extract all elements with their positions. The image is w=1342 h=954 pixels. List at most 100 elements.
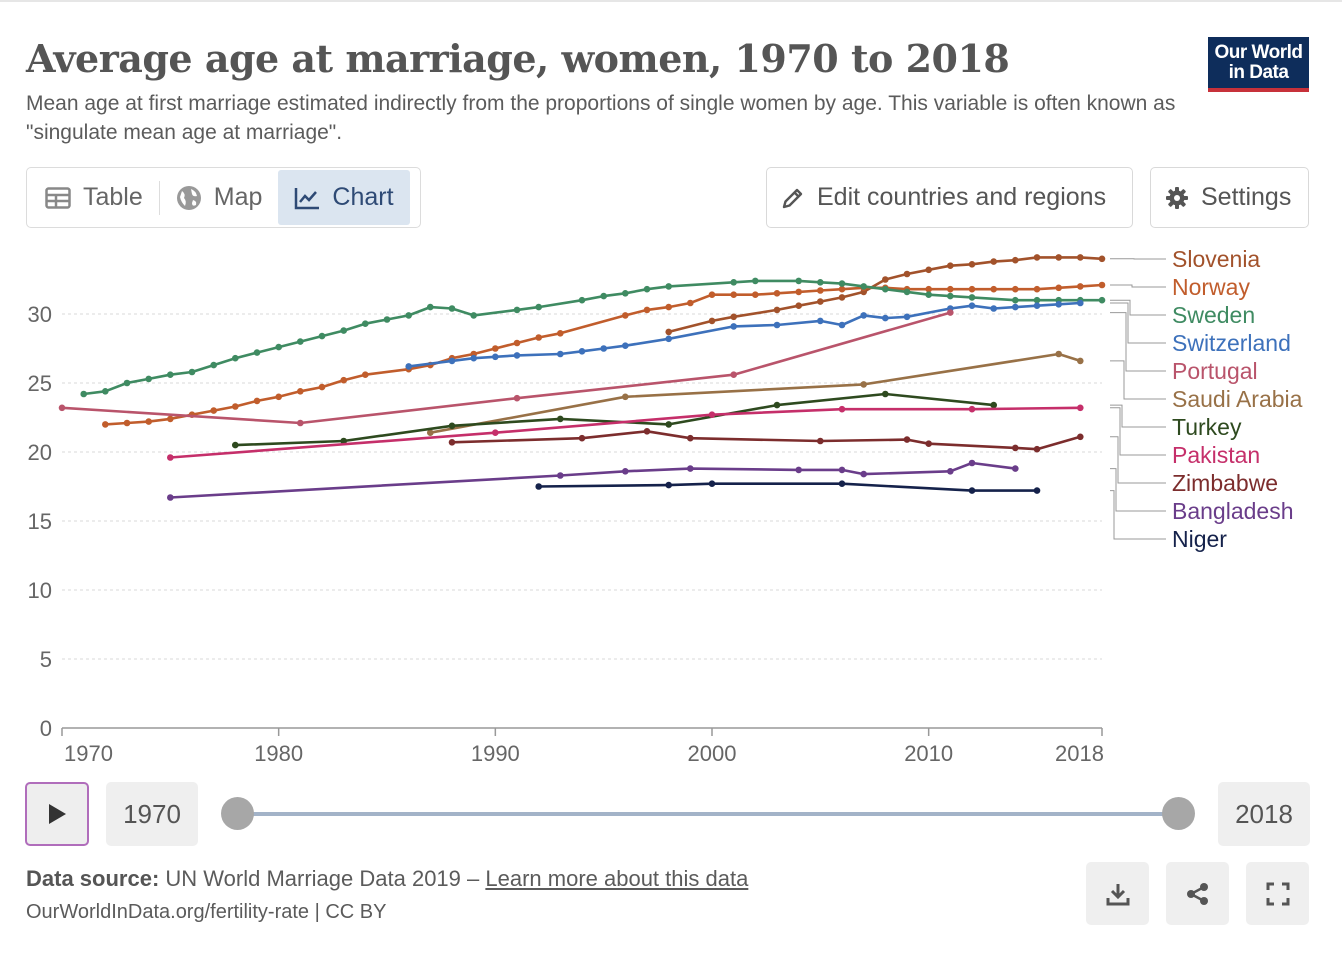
data-point <box>947 262 954 270</box>
data-point <box>448 422 456 430</box>
data-point <box>860 312 867 319</box>
data-point <box>1055 254 1062 261</box>
legend-connector <box>1110 404 1166 428</box>
data-point <box>578 434 586 442</box>
data-point <box>1077 433 1084 441</box>
data-point <box>990 285 997 293</box>
fullscreen-icon <box>1266 882 1289 905</box>
data-point <box>687 434 694 442</box>
data-point <box>708 480 716 488</box>
x-tick-label: 1990 <box>471 741 520 766</box>
owid-logo[interactable]: Our World in Data <box>1208 37 1309 92</box>
series-line-bangladesh <box>170 461 1016 499</box>
data-point <box>1033 254 1041 261</box>
settings-button[interactable]: Settings <box>1150 167 1309 228</box>
data-point <box>600 345 607 352</box>
download-button[interactable] <box>1086 862 1149 925</box>
data-point <box>838 321 846 329</box>
data-point <box>860 381 867 388</box>
data-point <box>838 280 846 287</box>
timeline-end-handle[interactable] <box>1162 797 1195 830</box>
data-point <box>795 277 802 285</box>
data-point <box>80 390 87 398</box>
data-point <box>925 291 932 299</box>
tab-table-label: Table <box>83 183 143 211</box>
data-point <box>123 379 131 387</box>
data-point <box>1077 283 1084 290</box>
data-point <box>557 350 564 358</box>
series-line-switzerland <box>408 301 1081 368</box>
pencil-icon <box>782 188 803 208</box>
line-chart-icon <box>295 187 320 209</box>
page-subtitle: Mean age at first marriage estimated ind… <box>26 92 1176 144</box>
data-point <box>232 441 239 449</box>
data-point <box>557 330 564 337</box>
data-point <box>318 332 326 340</box>
data-point <box>58 404 66 412</box>
series-line-norway <box>105 283 1103 426</box>
data-point <box>600 292 607 300</box>
data-point <box>925 266 932 274</box>
data-point <box>643 306 651 314</box>
data-point <box>232 354 239 362</box>
legend-connector <box>1110 312 1166 372</box>
learn-more-link[interactable]: Learn more about this data <box>485 866 749 891</box>
data-point <box>708 291 716 299</box>
legend-connector <box>1110 284 1166 288</box>
data-point <box>1033 296 1041 304</box>
data-point <box>167 371 174 379</box>
legend-label: Switzerland <box>1172 330 1291 356</box>
data-point <box>903 313 911 321</box>
data-point <box>340 437 348 445</box>
edit-countries-button[interactable]: Edit countries and regions <box>766 167 1133 228</box>
data-point <box>1012 296 1019 304</box>
data-point <box>1012 285 1019 293</box>
data-point <box>665 335 672 343</box>
data-point <box>492 353 499 361</box>
data-point <box>1055 284 1062 292</box>
data-point <box>817 287 824 294</box>
timeline-start-handle[interactable] <box>221 797 254 830</box>
data-point <box>253 349 261 356</box>
tab-map[interactable]: Map <box>160 170 279 225</box>
data-point <box>340 376 348 384</box>
data-point <box>275 393 283 401</box>
data-point <box>210 361 217 369</box>
data-point <box>687 299 694 307</box>
data-point <box>1077 299 1084 307</box>
data-point <box>492 345 499 352</box>
data-source-text: UN World Marriage Data 2019 – <box>165 866 480 891</box>
fullscreen-button[interactable] <box>1246 862 1309 925</box>
data-point <box>188 368 196 376</box>
data-point <box>578 348 586 355</box>
data-point <box>838 480 846 488</box>
tab-chart[interactable]: Chart <box>278 170 410 225</box>
data-point <box>903 270 911 278</box>
data-point <box>362 320 369 328</box>
x-tick-label: 1980 <box>254 741 303 766</box>
data-point <box>1012 465 1019 472</box>
data-point <box>578 296 586 304</box>
data-point <box>838 466 846 474</box>
data-point <box>882 390 889 398</box>
share-button[interactable] <box>1166 862 1229 925</box>
data-point <box>622 342 629 350</box>
tab-table[interactable]: Table <box>29 170 159 225</box>
play-button[interactable] <box>25 782 89 846</box>
data-point <box>773 401 781 409</box>
data-point <box>492 429 499 437</box>
data-point <box>1098 255 1106 263</box>
series-line-zimbabwe <box>451 430 1081 451</box>
data-point <box>730 371 737 379</box>
timeline-track[interactable] <box>237 812 1178 816</box>
data-point <box>1012 444 1019 452</box>
end-year-label: 2018 <box>1218 782 1310 846</box>
legend-label: Saudi Arabia <box>1172 386 1303 412</box>
data-point <box>838 294 846 301</box>
data-point <box>123 419 131 427</box>
data-point <box>427 303 434 311</box>
download-icon <box>1106 883 1129 905</box>
data-point <box>730 279 737 286</box>
x-tick-label: 2018 <box>1055 741 1104 766</box>
data-point <box>448 305 456 312</box>
